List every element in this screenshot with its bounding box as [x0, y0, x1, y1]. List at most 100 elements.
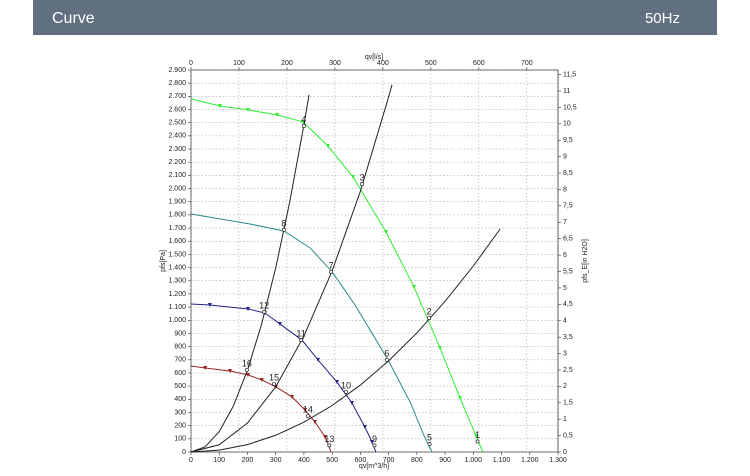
x-label: qv[m^3/h]: [359, 463, 389, 470]
operating-point: [384, 357, 389, 362]
y-tick-label: 1.600: [168, 238, 186, 245]
y-tick-label: 2.000: [168, 185, 186, 192]
curve-marker: [312, 419, 317, 424]
curve-marker: [290, 394, 295, 399]
operating-point: [360, 181, 365, 186]
curve-marker: [277, 321, 282, 326]
curve-marker: [301, 119, 306, 124]
y2-tick-label: 0: [563, 449, 567, 456]
x-tick-label: 1.100: [493, 457, 511, 464]
y2-tick-label: 11,5: [563, 71, 576, 78]
curve-marker: [246, 306, 251, 311]
operating-point: [475, 439, 480, 444]
y-tick-label: 1.300: [168, 278, 186, 285]
x2-tick-label: 600: [473, 60, 485, 67]
curve-marker: [362, 424, 367, 429]
y2-tick-label: 7,5: [563, 203, 573, 210]
operating-point: [272, 382, 276, 386]
y-tick-label: 0: [182, 449, 186, 456]
y2-tick-label: 4,5: [563, 301, 573, 308]
point-label: 16: [242, 358, 252, 368]
curve-marker: [246, 372, 251, 377]
x-tick-label: 1.000: [465, 457, 483, 464]
header-title: Curve: [52, 10, 95, 27]
y2-tick-label: 1: [563, 416, 567, 423]
curve-marker: [325, 144, 330, 149]
y-label: pfs[Pa]: [160, 250, 167, 272]
x-tick-label: 500: [326, 457, 338, 464]
curve-marker: [474, 434, 479, 439]
curve-marker: [384, 230, 389, 235]
curve: [190, 303, 377, 453]
x2-tick-label: 500: [425, 60, 437, 67]
y2-tick-label: 5,5: [563, 268, 573, 275]
curve-marker: [259, 377, 264, 382]
point-label: 12: [259, 300, 269, 310]
y2-tick-label: 3,5: [563, 334, 573, 341]
y2-tick-label: 8,5: [563, 170, 573, 177]
x-tick-label: 900: [439, 457, 451, 464]
y2-tick-label: 2: [563, 383, 567, 390]
operating-point: [299, 338, 304, 342]
header-frequency: 50Hz: [645, 10, 680, 27]
x-tick-label: 100: [213, 457, 225, 464]
curve-marker: [207, 302, 212, 307]
y-tick-label: 2.300: [168, 146, 186, 153]
header-bar: [33, 0, 717, 35]
x2-tick-label: 700: [521, 60, 533, 67]
y-tick-label: 2.800: [168, 80, 186, 87]
curve: [190, 94, 310, 453]
operating-point: [281, 227, 286, 232]
operating-point: [305, 414, 310, 418]
y2-tick-label: 3: [563, 350, 567, 357]
curve: [190, 213, 433, 453]
y-tick-label: 400: [174, 396, 186, 403]
curve-marker: [303, 407, 308, 412]
operating-point: [344, 389, 348, 394]
operating-point: [262, 310, 267, 314]
y-tick-label: 2.100: [168, 172, 186, 179]
curve: [190, 84, 393, 453]
x-tick-label: 1.200: [521, 457, 539, 464]
point-label: 11: [296, 328, 305, 338]
curve-marker: [437, 345, 442, 350]
x-tick-label: 300: [270, 457, 282, 464]
y2-tick-label: 9,5: [563, 137, 573, 144]
y-tick-label: 1.200: [168, 291, 186, 298]
y2-tick-label: 7: [563, 219, 567, 226]
x-tick-label: 200: [242, 457, 254, 464]
y-tick-label: 700: [174, 357, 186, 364]
point-label: 7: [329, 260, 334, 270]
x2-tick-label: 100: [233, 60, 245, 67]
x-tick-label: 1.300: [549, 457, 567, 464]
y-tick-label: 300: [174, 409, 186, 416]
curve-marker: [323, 434, 328, 439]
y2-tick-label: 5: [563, 285, 567, 292]
operating-point: [427, 316, 431, 320]
y2-tick-label: 6,5: [563, 236, 573, 243]
y2-tick-label: 8: [563, 186, 567, 193]
y2-tick-label: 0,5: [563, 432, 573, 439]
point-label: 4: [301, 114, 306, 124]
curve: [190, 228, 501, 453]
x2-tick-label: 400: [377, 60, 389, 67]
curve-marker: [227, 368, 232, 373]
x2-tick-label: 0: [189, 60, 193, 67]
y-tick-label: 2.500: [168, 120, 186, 127]
x-tick-label: 400: [298, 457, 310, 464]
y2-tick-label: 10: [563, 121, 571, 128]
y2-tick-label: 9: [563, 153, 567, 160]
curve-marker: [316, 357, 321, 362]
x2-tick-label: 200: [281, 60, 293, 67]
operating-point: [327, 443, 332, 448]
y-tick-label: 1.900: [168, 199, 186, 206]
y-tick-label: 1.400: [168, 264, 186, 271]
curve-marker: [246, 107, 251, 112]
y-tick-label: 2.900: [168, 67, 186, 74]
y-tick-label: 100: [174, 436, 186, 443]
point-label: 15: [269, 372, 279, 382]
y-tick-label: 2.200: [168, 159, 186, 166]
y-tick-label: 900: [174, 330, 186, 337]
x-tick-label: 0: [189, 457, 193, 464]
